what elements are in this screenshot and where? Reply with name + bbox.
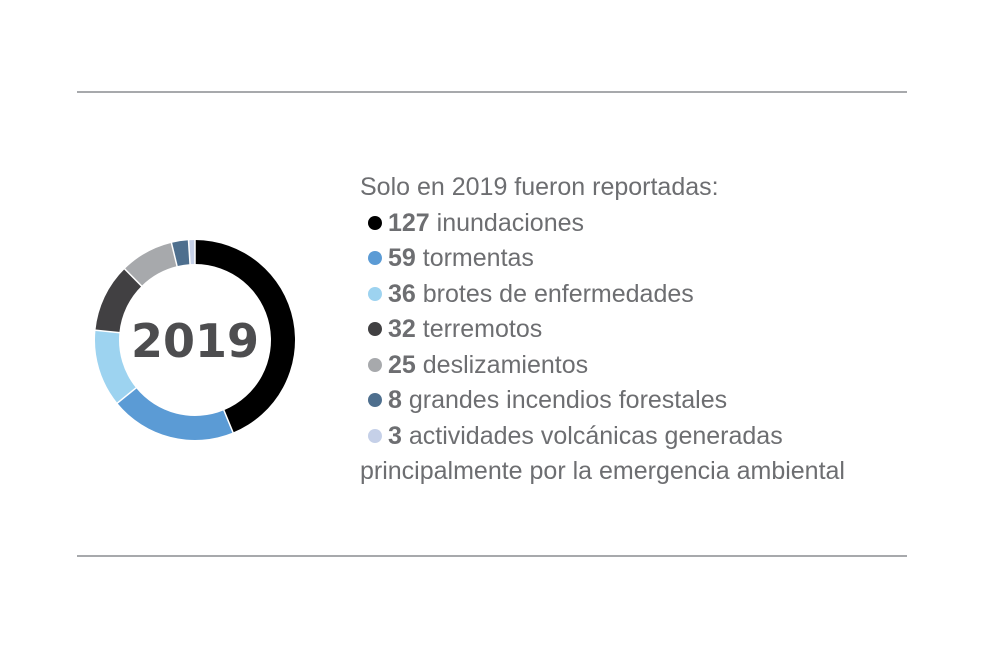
legend-dot-4 [368, 322, 382, 336]
slice-separator-5 [123, 267, 143, 288]
legend-value-2: 59 [388, 244, 416, 272]
legend-item-7: 3 actividades volcánicas generadas [360, 419, 920, 455]
legend-dot-5 [368, 357, 382, 372]
legend: Solo en 2019 fueron reportadas: 127 inun… [360, 170, 920, 490]
donut-slice-3 [95, 330, 137, 404]
legend-label-6: grandes incendios forestales [401, 386, 728, 414]
legend-last-line: principalmente por la emergencia ambient… [360, 457, 845, 485]
slice-separator-6 [170, 241, 179, 268]
legend-label-2: tormentas [415, 244, 534, 272]
donut-slice-1 [195, 240, 295, 433]
legend-dot-7 [368, 428, 382, 443]
slice-separator-2 [222, 409, 235, 434]
legend-label-7: actividades volcánicas generadas [401, 421, 783, 450]
legend-dot-3 [368, 286, 382, 301]
slice-separator-7 [187, 239, 191, 266]
legend-item-4: 32 terremotos [360, 312, 920, 348]
legend-label-4: terremotos [415, 315, 543, 343]
legend-intro: Solo en 2019 fueron reportadas: [360, 173, 719, 201]
legend-dot-1 [368, 215, 382, 230]
legend-value-6: 8 [388, 386, 402, 414]
legend-label-5: deslizamientos [415, 350, 589, 379]
legend-item-2: 59 tormentas [360, 241, 920, 277]
donut-chart: 2019 [94, 239, 295, 440]
legend-label-3: brotes de enfermedades [415, 279, 694, 308]
donut-center-label: 2019 [131, 314, 259, 368]
donut-slice-4 [95, 268, 142, 333]
slice-separator-3 [116, 386, 138, 405]
donut-slice-2 [117, 387, 234, 440]
legend-value-1: 127 [388, 208, 430, 237]
top-divider [77, 91, 907, 93]
legend-item-5: 25 deslizamientos [360, 348, 920, 384]
legend-dot-6 [368, 393, 382, 407]
legend-value-3: 36 [388, 279, 416, 308]
legend-item-1: 127 inundaciones [360, 206, 920, 242]
donut-slice-5 [124, 242, 178, 286]
legend-value-7: 3 [388, 421, 402, 450]
legend-dot-2 [368, 251, 382, 265]
legend-label-1: inundaciones [429, 208, 585, 237]
legend-item-3: 36 brotes de enfermedades [360, 277, 920, 313]
legend-item-6: 8 grandes incendios forestales [360, 383, 920, 419]
legend-value-4: 32 [388, 315, 416, 343]
donut-slices [94, 239, 295, 440]
legend-items: 127 inundaciones 59 tormentas 36 brotes de… [360, 206, 920, 455]
legend-value-5: 25 [388, 350, 416, 379]
bottom-divider [77, 555, 907, 557]
slice-separator-4 [94, 329, 121, 334]
